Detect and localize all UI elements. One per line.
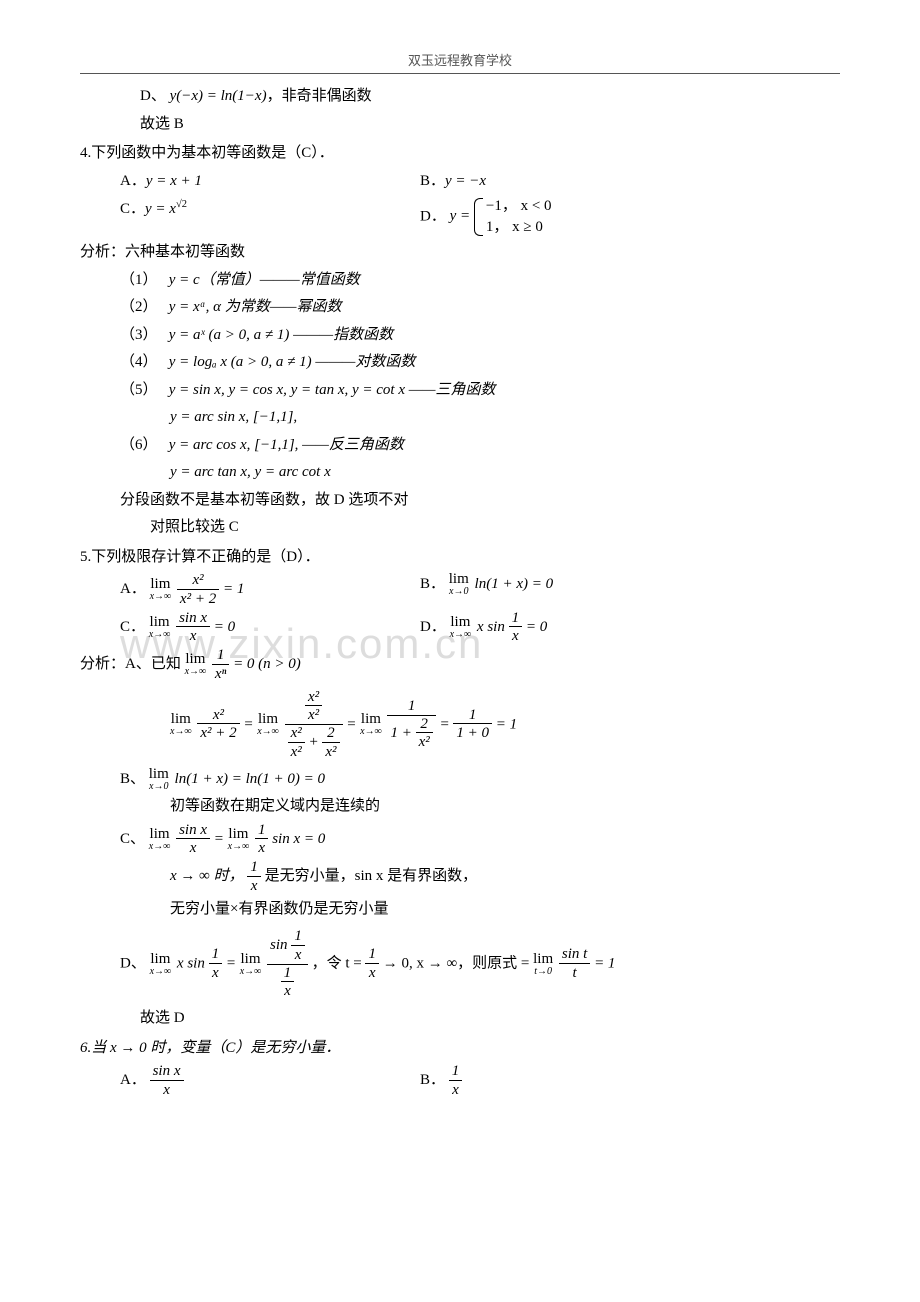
q5-answer: 故选 D <box>80 1006 840 1032</box>
q5-analysis-b1: B、 limx→0 ln(1 + x) = ln(1 + 0) = 0 <box>80 767 840 793</box>
q4-option-b: B．y = −x <box>420 169 486 195</box>
q5-analysis-c2: x → ∞ 时， 1x 是无穷小量，sin x 是有界函数， <box>80 859 840 895</box>
prev-answer: 故选 B <box>80 112 840 138</box>
q5-option-a: A． limx→∞ x²x² + 2 = 1 <box>80 572 420 608</box>
q5-option-d: D． limx→∞ x sin 1x = 0 <box>420 610 547 646</box>
page-header: 双玉远程教育学校 <box>80 50 840 74</box>
q5-option-c: C． limx→∞ sin xx = 0 <box>80 610 420 646</box>
q5-analysis-b2: 初等函数在期定义域内是连续的 <box>80 794 840 820</box>
q6-option-a: A． sin xx <box>80 1063 420 1099</box>
document-body: D、 y(−x) = ln(1−x)，非奇非偶函数 故选 B 4.下列函数中为基… <box>80 84 840 1099</box>
q4-a3: （3） y = aˣ (a > 0, a ≠ 1) ———指数函数 <box>80 323 840 349</box>
q5-analysis-a-head: 分析：A、已知 limx→∞ 1xⁿ = 0 (n > 0) <box>80 647 840 683</box>
q4-a6: （6） y = arc cos x, [−1,1], ——反三角函数 <box>80 433 840 459</box>
q5-analysis-c3: 无穷小量×有界函数仍是无穷小量 <box>80 897 840 923</box>
q6-option-b: B． 1x <box>420 1063 462 1099</box>
question-4: 4.下列函数中为基本初等函数是（C）． <box>80 141 840 167</box>
q5-analysis-a-long: limx→∞ x²x² + 2 = limx→∞ x²x² x²x² + 2x²… <box>80 689 840 761</box>
q4-note2: 对照比较选 C <box>80 515 840 541</box>
q4-a5: （5） y = sin x, y = cos x, y = tan x, y =… <box>80 378 840 404</box>
q4-a6b: y = arc tan x, y = arc cot x <box>80 460 840 486</box>
q5-analysis-d: D、 limx→∞ x sin 1x = limx→∞ sin 1x 1x ，令… <box>80 928 840 1000</box>
q4-option-a: A．y = x + 1 <box>80 169 420 195</box>
q4-a4: （4） y = logₐ x (a > 0, a ≠ 1) ———对数函数 <box>80 350 840 376</box>
q4-analysis-head: 分析：六种基本初等函数 <box>80 240 840 266</box>
prev-option-d: D、 y(−x) = ln(1−x)，非奇非偶函数 <box>80 84 840 110</box>
q4-a5b: y = arc sin x, [−1,1], <box>80 405 840 431</box>
q4-option-d: D． y = −1， x < 0 1， x ≥ 0 <box>420 196 552 238</box>
q5-analysis-c1: C、 limx→∞ sin xx = limx→∞ 1x sin x = 0 <box>80 822 840 858</box>
q5-option-b: B． limx→0 ln(1 + x) = 0 <box>420 572 553 608</box>
question-6: 6.当 x → 0 时，变量（C）是无穷小量． <box>80 1036 840 1062</box>
q4-note1: 分段函数不是基本初等函数，故 D 选项不对 <box>80 488 840 514</box>
question-5: 5.下列极限存计算不正确的是（D）． <box>80 545 840 571</box>
q4-option-c: C．y = x√2 <box>80 196 420 238</box>
q4-a2: （2） y = xᵅ, α 为常数——幂函数 <box>80 295 840 321</box>
q4-a1: （1） y = c（常值）———常值函数 <box>80 268 840 294</box>
